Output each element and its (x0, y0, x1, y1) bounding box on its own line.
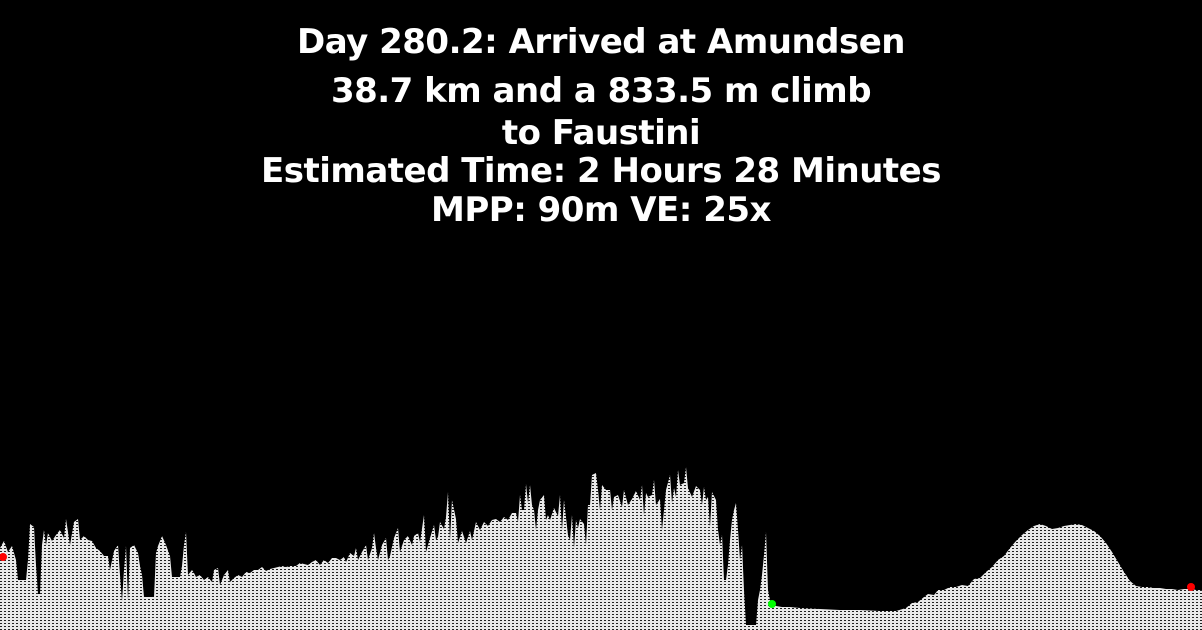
scale-info-text: MPP: 90m VE: 25x (431, 190, 771, 230)
estimated-time-text: Estimated Time: 2 Hours 28 Minutes (261, 151, 941, 191)
current-position-marker (768, 600, 776, 608)
destination-text: to Faustini (501, 113, 701, 153)
distance-climb-text: 38.7 km and a 833.5 m climb (330, 71, 872, 111)
waypoint-end-marker (1187, 583, 1195, 591)
day-status-text: Day 280.2: Arrived at Amundsen (296, 22, 906, 62)
terrain-fill (0, 467, 1202, 630)
waypoint-start-marker (0, 553, 7, 561)
